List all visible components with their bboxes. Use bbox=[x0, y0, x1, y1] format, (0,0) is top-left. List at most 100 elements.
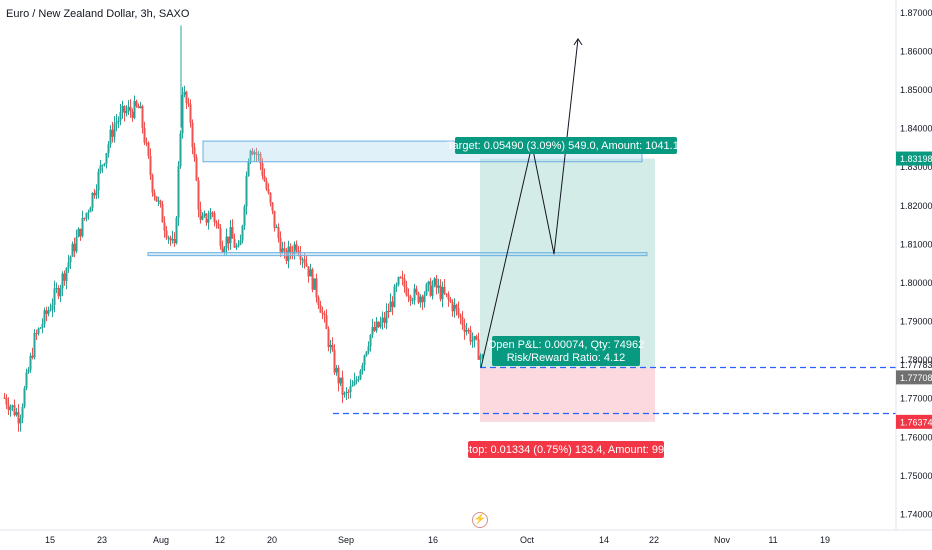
candle-body bbox=[393, 286, 396, 307]
candle bbox=[325, 309, 328, 330]
candle-body bbox=[173, 238, 176, 244]
candle bbox=[371, 318, 374, 339]
candle bbox=[9, 404, 12, 417]
price-label-target: 1.83198 bbox=[896, 151, 932, 166]
candle bbox=[449, 296, 452, 304]
candle-body bbox=[61, 273, 64, 289]
candle bbox=[431, 280, 434, 300]
candle-body bbox=[39, 327, 42, 329]
candle bbox=[97, 168, 100, 199]
time-axis[interactable]: 15 23 Aug 12 20 Sep 16 Oct 14 22 Nov 11 19 bbox=[0, 529, 932, 545]
candle bbox=[143, 121, 146, 146]
candle bbox=[397, 276, 400, 287]
candle bbox=[107, 141, 110, 158]
time-tick-label: 23 bbox=[97, 535, 107, 545]
candle-body bbox=[413, 288, 416, 301]
target-zone bbox=[480, 158, 655, 368]
candle bbox=[435, 274, 438, 295]
candle-body bbox=[341, 377, 344, 395]
candle-body bbox=[415, 288, 418, 293]
candle-body bbox=[7, 404, 10, 411]
price-tick-label: 1.78000 bbox=[900, 355, 932, 365]
candle-body bbox=[249, 150, 252, 162]
price-tick-label: 1.76000 bbox=[900, 432, 932, 442]
candle bbox=[113, 116, 116, 143]
candle bbox=[345, 387, 348, 401]
candle bbox=[229, 219, 232, 250]
candle bbox=[117, 116, 120, 129]
price-label-box bbox=[896, 151, 932, 166]
candle-body bbox=[219, 228, 222, 246]
candle-body bbox=[141, 106, 144, 129]
candle-body bbox=[215, 221, 218, 224]
candle-body bbox=[49, 309, 52, 311]
candle-body bbox=[131, 111, 134, 118]
candle-body bbox=[179, 133, 182, 167]
candle bbox=[239, 234, 242, 246]
candle-body bbox=[265, 181, 268, 190]
candle-body bbox=[241, 225, 244, 241]
candle-body bbox=[91, 192, 94, 208]
candle bbox=[375, 317, 378, 333]
candle-body bbox=[273, 210, 276, 228]
target-label: Target: 0.05490 (3.09%) 549.0, Amount: 1… bbox=[447, 137, 685, 154]
candle-body bbox=[13, 405, 16, 416]
candle-body bbox=[449, 299, 452, 302]
candle-body bbox=[439, 285, 442, 300]
candle bbox=[119, 104, 122, 126]
candle bbox=[421, 294, 424, 311]
candle bbox=[393, 284, 396, 308]
candle bbox=[305, 256, 308, 268]
candle bbox=[189, 99, 192, 128]
price-tick-label: 1.84000 bbox=[900, 124, 932, 134]
candle-body bbox=[361, 365, 364, 371]
candle-body bbox=[225, 236, 228, 249]
candle bbox=[79, 228, 82, 241]
candle-body bbox=[345, 391, 348, 394]
candle-body bbox=[123, 105, 126, 114]
candle-body bbox=[193, 147, 196, 158]
price-axis[interactable]: 1.87000 1.86000 1.85000 1.84000 1.83000 1.820… bbox=[895, 0, 932, 530]
candle bbox=[363, 354, 366, 371]
candle-body bbox=[445, 293, 448, 295]
candle bbox=[221, 240, 224, 253]
projection-arrow-head bbox=[573, 37, 583, 46]
candle-body bbox=[159, 200, 162, 205]
candle-body bbox=[429, 281, 432, 296]
candle-body bbox=[233, 238, 236, 248]
candle bbox=[67, 254, 70, 273]
candle-body bbox=[119, 111, 122, 121]
candle-body bbox=[399, 277, 402, 279]
time-tick-label: Aug bbox=[153, 535, 169, 545]
candles bbox=[3, 25, 484, 432]
candle-body bbox=[385, 310, 388, 324]
candle bbox=[43, 307, 46, 328]
tradingview-logo-icon[interactable]: ⚡ bbox=[472, 512, 488, 528]
candle-body bbox=[129, 106, 132, 112]
candle-body bbox=[31, 355, 34, 358]
candle-body bbox=[155, 196, 158, 202]
candle-body bbox=[351, 385, 354, 387]
candle-body bbox=[195, 157, 198, 181]
candle-body bbox=[189, 104, 192, 123]
candle bbox=[3, 392, 6, 399]
candle-body bbox=[41, 324, 44, 328]
candle-body bbox=[23, 388, 26, 407]
candle bbox=[443, 279, 446, 296]
candle bbox=[15, 407, 18, 417]
candle bbox=[33, 329, 36, 360]
candle-body bbox=[369, 334, 372, 347]
candle-body bbox=[425, 284, 428, 295]
candle-body bbox=[169, 237, 172, 241]
chart-title: Euro / New Zealand Dollar, 3h, SAXO bbox=[6, 8, 190, 20]
candle-body bbox=[349, 386, 352, 392]
candle-body bbox=[479, 355, 482, 360]
candle-body bbox=[387, 310, 390, 313]
candle bbox=[267, 183, 270, 195]
candle-body bbox=[231, 227, 234, 239]
candle bbox=[231, 219, 234, 239]
candle bbox=[103, 162, 106, 167]
candle-body bbox=[171, 238, 174, 241]
candle-body bbox=[199, 209, 202, 220]
